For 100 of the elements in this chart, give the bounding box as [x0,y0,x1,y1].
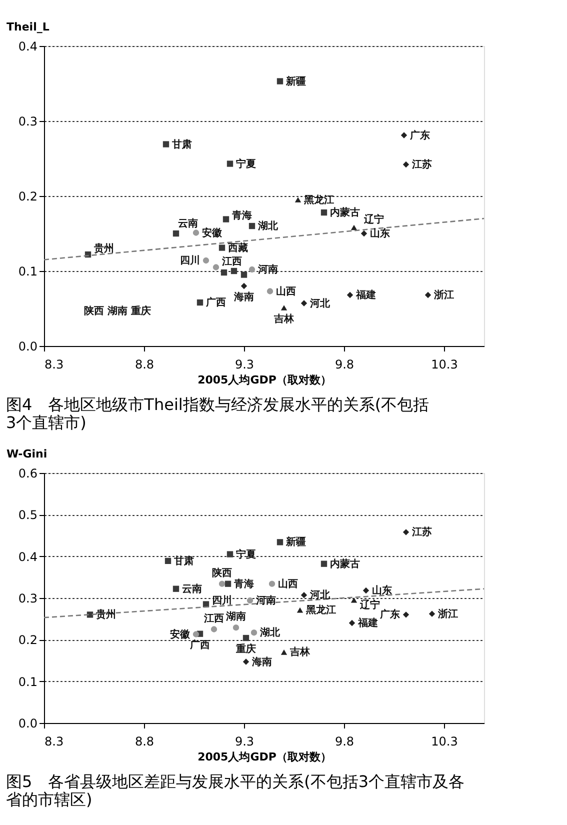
point [402,529,410,536]
point [320,209,328,216]
point [242,634,250,642]
point [210,626,218,632]
point [226,160,234,167]
point [218,580,226,587]
annotation: 湖北 [259,626,281,639]
x-tick-label: 9.8 [334,358,354,372]
x-axis-title: 2005人均GDP（取对数） [198,374,332,386]
y-tick-label: 0.4 [18,550,38,564]
annotation: 广西 [189,638,210,651]
point [268,580,276,587]
annotation: 四川 [212,594,232,606]
point [192,631,200,638]
annotation: 黑龙江 [303,194,334,206]
annotation: 福建 [355,289,376,301]
point [294,197,302,202]
point [248,222,256,230]
point [226,551,234,558]
annotation: 云南 [182,582,202,595]
annotation: 西藏 [227,242,248,254]
annotation: 黑龙江 [305,604,336,616]
point [276,78,284,84]
y-tick-label: 0.4 [18,40,38,54]
point [428,610,436,617]
point [246,597,254,604]
point [402,161,410,168]
point [280,650,288,655]
annotation: 广东 [379,608,400,621]
annotation: 辽宁 [359,599,380,612]
point [164,558,172,564]
annotation: 广东 [409,129,430,142]
x-tick-label: 9.3 [234,358,254,372]
x-tick-label: 8.3 [44,358,64,372]
annotation: 湖南 [225,610,246,623]
annotation: 辽宁 [363,214,384,226]
point [266,288,274,294]
annotation: 甘肃 [171,138,192,150]
annotation: 青海 [231,209,252,222]
annotation: 江西 [221,255,242,268]
annotation: 湖北 [257,220,279,232]
point [400,132,408,138]
y-tick-label: 0.3 [18,114,38,128]
point [276,539,284,546]
annotation: 新疆 [285,536,306,548]
point [172,586,180,592]
annotation: 安徽 [170,628,191,640]
point [162,141,170,148]
annotation: 广西 [205,296,226,308]
y-axis-title: W-Gini [6,448,48,460]
y-tick-label: 0.2 [18,633,38,648]
y-tick-label: 0.1 [18,674,38,689]
point [402,612,410,618]
point [300,592,308,598]
point [172,230,180,237]
x-tick-label: 8.8 [134,734,154,748]
y-tick-label: 0.2 [18,190,38,204]
annotation: 江苏 [411,158,432,170]
annotation: 吉林 [273,312,295,325]
point [250,630,258,636]
x-tick-label: 10.3 [431,734,458,748]
y-tick-label: 0.3 [18,592,38,606]
point [224,580,232,587]
annotation: 山西 [276,285,296,298]
annotation: 青海 [233,578,254,590]
point [296,607,304,613]
annotation: 新疆 [285,75,306,88]
annotation: 浙江 [433,289,454,301]
point [202,257,210,264]
point [222,216,230,222]
x-tick-label: 10.3 [431,358,458,372]
point [346,292,354,298]
x-axis-title: 2005人均GDP（取对数） [198,750,332,764]
y-tick-label: 0.5 [18,508,38,522]
point [230,268,238,274]
annotation: 安徽 [202,226,223,239]
annotation: 内蒙古 [330,558,360,570]
annotation: 宁夏 [236,158,256,170]
point [360,230,368,237]
point [350,597,358,603]
y-tick-label: 0.0 [18,716,38,730]
point [248,266,256,273]
x-tick-label: 8.3 [44,734,64,748]
annotation: 山西 [278,578,298,590]
point [196,299,204,306]
x-tick-label: 9.3 [234,734,254,748]
annotation: 海南 [251,656,272,668]
point [240,282,248,290]
annotation: 浙江 [437,608,458,620]
annotation: 河北 [309,297,331,310]
y-axis-title: Theil_L [6,20,50,34]
annotation: 贵州 [95,608,116,621]
annotation: 甘肃 [173,554,194,567]
y-tick-label: 0.1 [18,264,38,278]
annotation: 山东 [372,584,392,596]
point [218,244,226,251]
annotation: 河南 [257,264,278,276]
point [320,560,328,567]
annotation: 海南 [233,291,254,303]
point [192,230,200,236]
